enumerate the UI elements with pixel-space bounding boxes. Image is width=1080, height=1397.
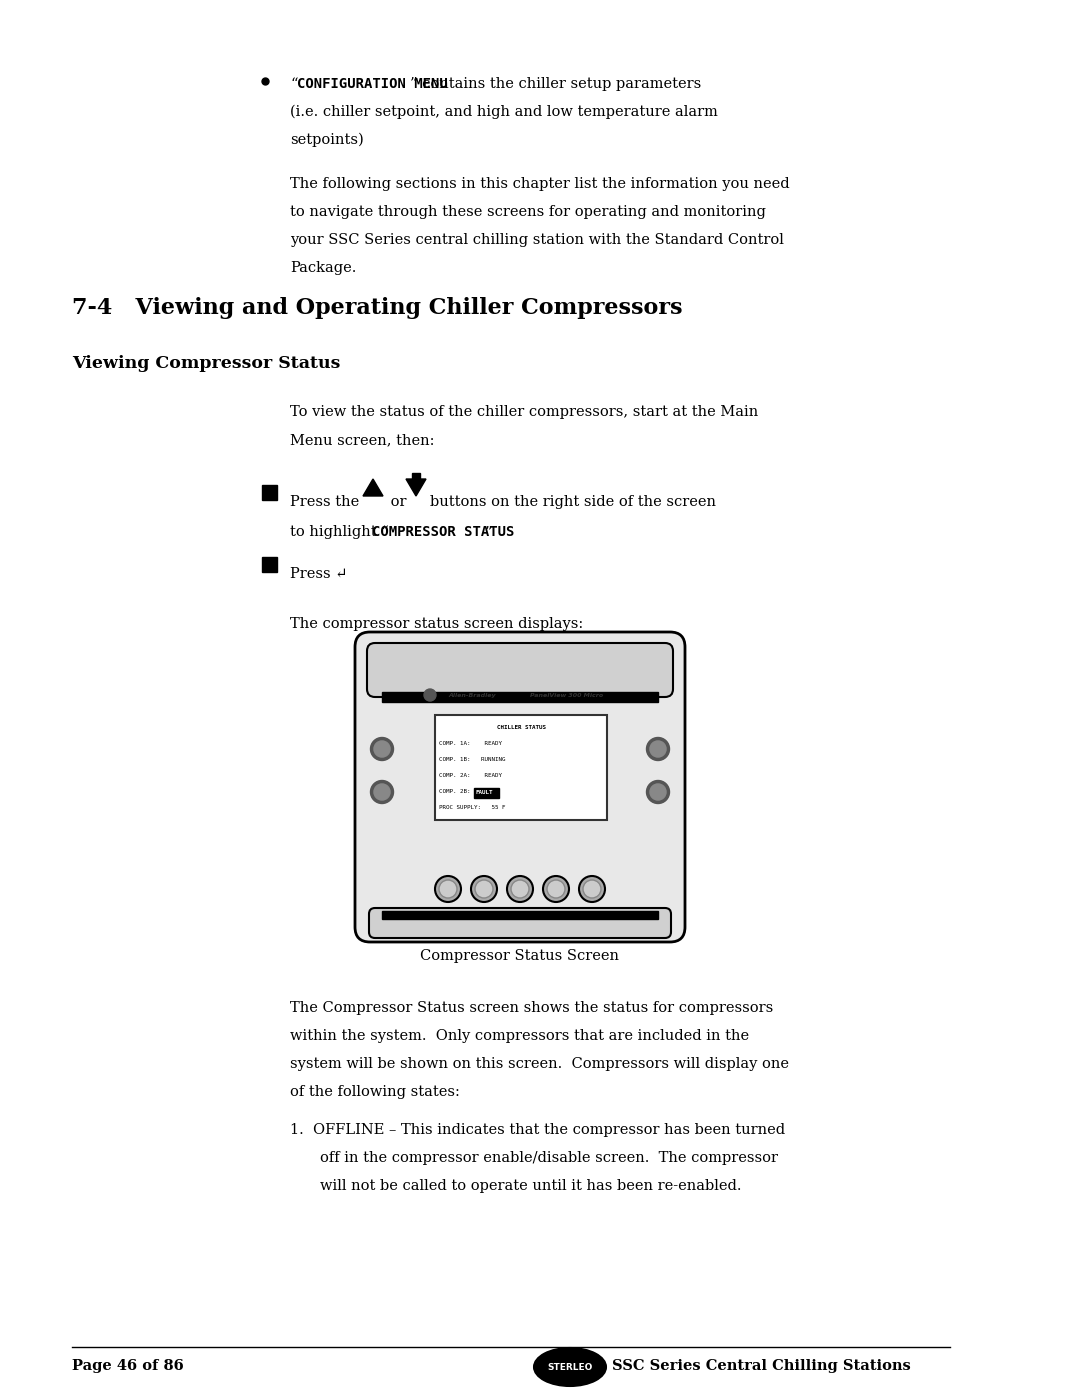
Circle shape bbox=[647, 781, 670, 803]
Text: Viewing Compressor Status: Viewing Compressor Status bbox=[72, 355, 340, 372]
Circle shape bbox=[438, 880, 457, 898]
Text: The compressor status screen displays:: The compressor status screen displays: bbox=[291, 617, 583, 631]
Circle shape bbox=[647, 738, 670, 760]
Text: PanelView 300 Micro: PanelView 300 Micro bbox=[530, 693, 603, 697]
Circle shape bbox=[370, 781, 393, 803]
Text: FAULT: FAULT bbox=[475, 789, 492, 795]
Text: 7-4   Viewing and Operating Chiller Compressors: 7-4 Viewing and Operating Chiller Compre… bbox=[72, 298, 683, 319]
Text: Press the: Press the bbox=[291, 495, 360, 509]
Text: to highlight “: to highlight “ bbox=[291, 525, 389, 539]
Text: ”: ” bbox=[485, 525, 492, 539]
Bar bbox=[262, 485, 276, 500]
Text: CONFIGURATION MENU: CONFIGURATION MENU bbox=[297, 77, 448, 91]
Bar bbox=[474, 788, 499, 798]
Circle shape bbox=[543, 876, 569, 902]
Bar bbox=[382, 911, 658, 919]
Text: will not be called to operate until it has been re-enabled.: will not be called to operate until it h… bbox=[320, 1179, 742, 1193]
Text: Page 46 of 86: Page 46 of 86 bbox=[72, 1359, 184, 1373]
FancyBboxPatch shape bbox=[369, 908, 671, 937]
Text: STERLEO: STERLEO bbox=[548, 1362, 593, 1372]
Text: COMP. 2B:: COMP. 2B: bbox=[438, 789, 485, 795]
Circle shape bbox=[650, 784, 666, 800]
Text: Menu screen, then:: Menu screen, then: bbox=[291, 433, 434, 447]
Ellipse shape bbox=[534, 1348, 606, 1386]
Circle shape bbox=[511, 880, 529, 898]
Circle shape bbox=[650, 740, 666, 757]
Text: buttons on the right side of the screen: buttons on the right side of the screen bbox=[430, 495, 716, 509]
Text: within the system.  Only compressors that are included in the: within the system. Only compressors that… bbox=[291, 1030, 750, 1044]
Text: system will be shown on this screen.  Compressors will display one: system will be shown on this screen. Com… bbox=[291, 1058, 789, 1071]
Text: COMPRESSOR STATUS: COMPRESSOR STATUS bbox=[372, 525, 514, 539]
FancyBboxPatch shape bbox=[355, 631, 685, 942]
Text: off in the compressor enable/disable screen.  The compressor: off in the compressor enable/disable scr… bbox=[320, 1151, 778, 1165]
FancyBboxPatch shape bbox=[367, 643, 673, 697]
Text: your SSC Series central chilling station with the Standard Control: your SSC Series central chilling station… bbox=[291, 233, 784, 247]
Bar bbox=[435, 715, 607, 820]
Text: PROC SUPPLY:   55 F: PROC SUPPLY: 55 F bbox=[438, 806, 505, 810]
Text: COMP. 1A:    READY: COMP. 1A: READY bbox=[438, 740, 502, 746]
Circle shape bbox=[374, 784, 390, 800]
Text: of the following states:: of the following states: bbox=[291, 1085, 460, 1099]
Circle shape bbox=[374, 740, 390, 757]
Circle shape bbox=[583, 880, 600, 898]
Text: or: or bbox=[386, 495, 406, 509]
Text: “: “ bbox=[291, 77, 297, 91]
Text: Compressor Status Screen: Compressor Status Screen bbox=[420, 949, 620, 963]
Circle shape bbox=[424, 689, 436, 701]
Polygon shape bbox=[363, 479, 383, 496]
Bar bbox=[262, 557, 276, 571]
Text: to navigate through these screens for operating and monitoring: to navigate through these screens for op… bbox=[291, 205, 766, 219]
Circle shape bbox=[579, 876, 605, 902]
Bar bbox=[382, 692, 658, 703]
Text: To view the status of the chiller compressors, start at the Main: To view the status of the chiller compre… bbox=[291, 405, 758, 419]
Text: COMP. 1B:   RUNNING: COMP. 1B: RUNNING bbox=[438, 757, 505, 761]
Text: 1.  OFFLINE – This indicates that the compressor has been turned: 1. OFFLINE – This indicates that the com… bbox=[291, 1123, 785, 1137]
Text: CHILLER STATUS: CHILLER STATUS bbox=[497, 725, 545, 729]
Bar bbox=[411, 474, 420, 479]
Circle shape bbox=[471, 876, 497, 902]
Circle shape bbox=[475, 880, 492, 898]
Circle shape bbox=[370, 738, 393, 760]
Text: The following sections in this chapter list the information you need: The following sections in this chapter l… bbox=[291, 177, 789, 191]
Polygon shape bbox=[406, 479, 426, 496]
Text: (i.e. chiller setpoint, and high and low temperature alarm: (i.e. chiller setpoint, and high and low… bbox=[291, 105, 718, 119]
Text: Package.: Package. bbox=[291, 261, 356, 275]
Text: Allen-Bradley: Allen-Bradley bbox=[448, 693, 496, 697]
Text: The Compressor Status screen shows the status for compressors: The Compressor Status screen shows the s… bbox=[291, 1002, 773, 1016]
Circle shape bbox=[546, 880, 565, 898]
Circle shape bbox=[507, 876, 534, 902]
Text: setpoints): setpoints) bbox=[291, 133, 364, 148]
Text: SSC Series Central Chilling Stations: SSC Series Central Chilling Stations bbox=[612, 1359, 910, 1373]
Text: COMP. 2A:    READY: COMP. 2A: READY bbox=[438, 773, 502, 778]
Circle shape bbox=[435, 876, 461, 902]
Text: ” contains the chiller setup parameters: ” contains the chiller setup parameters bbox=[410, 77, 702, 91]
Text: Press ↵: Press ↵ bbox=[291, 567, 348, 581]
